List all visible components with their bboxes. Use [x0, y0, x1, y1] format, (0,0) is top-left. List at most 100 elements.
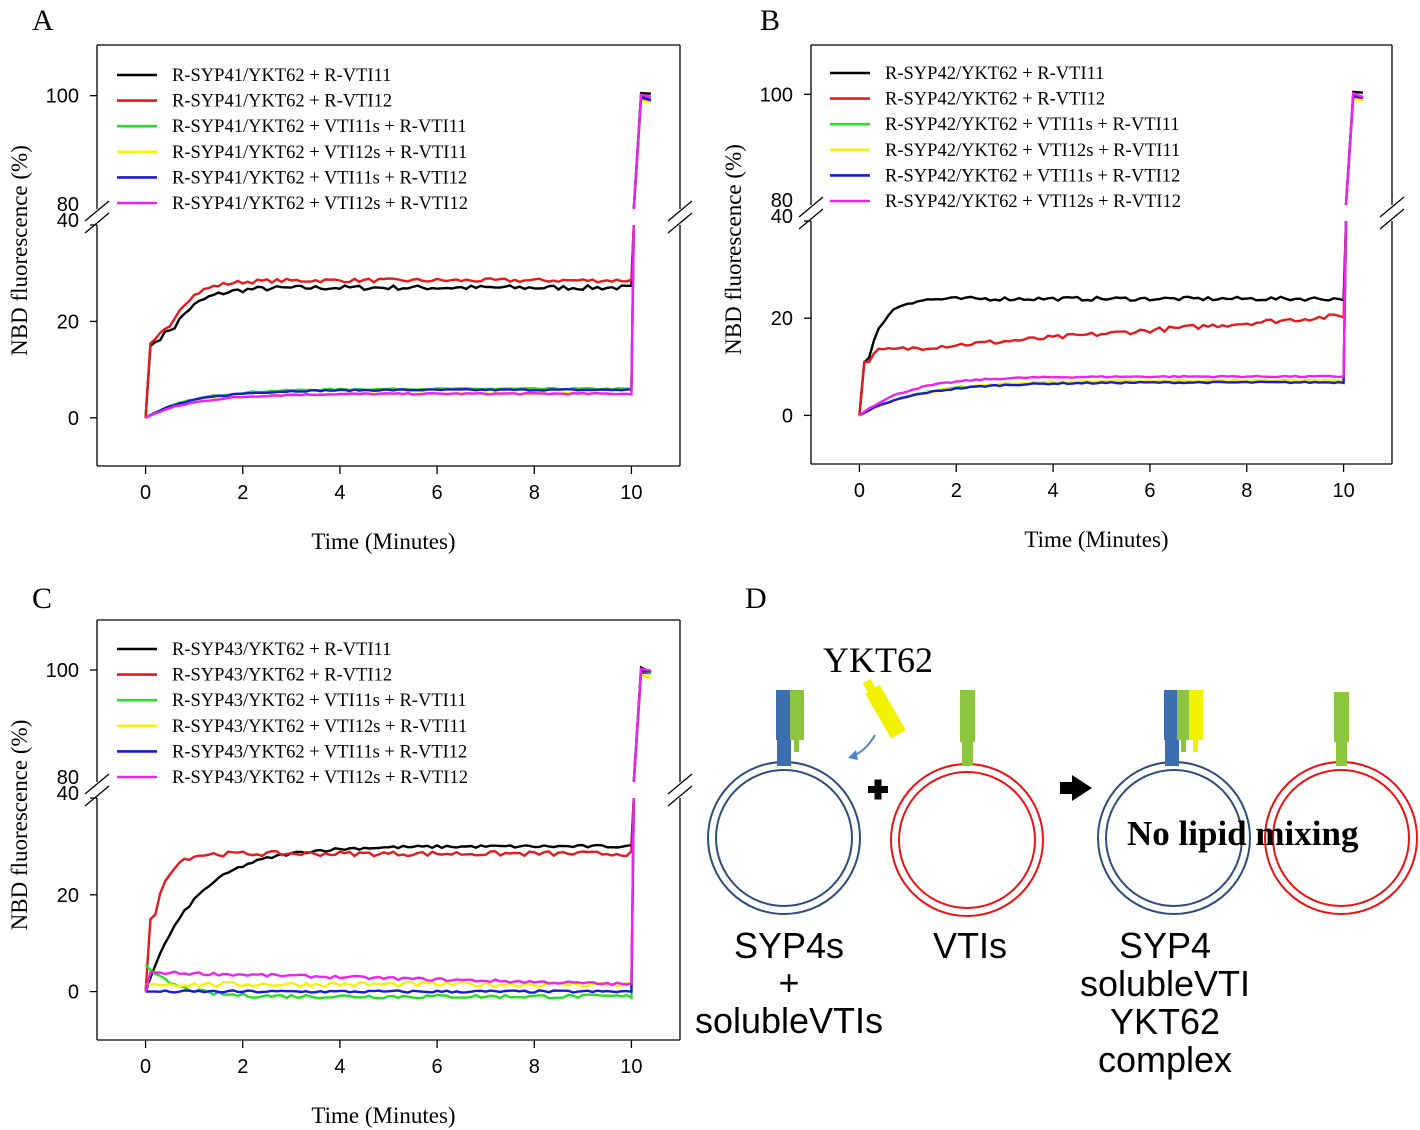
legend-label: R-SYP42/YKT62 + VTI11s + R-VTI11 — [885, 115, 1180, 135]
legend-label: R-SYP41/YKT62 + VTI11s + R-VTI12 — [172, 168, 467, 188]
legend-label: R-SYP41/YKT62 + VTI12s + R-VTI11 — [172, 143, 467, 163]
series-line — [858, 220, 1348, 416]
vti-protein — [960, 690, 975, 742]
caption-syp4s: SYP4s — [734, 925, 844, 966]
axis-break-mark — [667, 773, 693, 795]
vesicle-complex-inner — [1105, 769, 1243, 907]
series-line-upper — [1344, 91, 1364, 206]
y-tick-label: 40 — [57, 783, 79, 805]
caption-soluble-vti: solubleVTI — [1080, 963, 1250, 1004]
ykt62-label: YKT62 — [823, 640, 933, 680]
x-axis-label: Time (Minutes) — [1024, 527, 1168, 552]
caption-soluble-vtis: solubleVTIs — [695, 1000, 883, 1041]
y-tick-label: 0 — [68, 982, 79, 1004]
axis-break-mark — [84, 785, 110, 807]
axis-break-mark — [798, 208, 824, 230]
panel-label-c: C — [32, 582, 52, 615]
legend-label: R-SYP43/YKT62 + VTI12s + R-VTI11 — [172, 717, 467, 737]
arrow-right-icon — [1060, 775, 1092, 801]
y-tick-label: 20 — [771, 308, 793, 330]
vesicle-syp4 — [707, 761, 861, 915]
complex-vti — [1177, 690, 1189, 740]
x-tick-label: 10 — [620, 1056, 642, 1078]
series-line — [145, 224, 635, 419]
series-line — [145, 797, 635, 994]
x-tick-label: 8 — [529, 1056, 540, 1078]
series-line-upper — [632, 93, 652, 210]
x-tick-label: 10 — [1332, 480, 1354, 502]
x-tick-label: 6 — [1144, 480, 1155, 502]
complex-linker-1 — [1181, 738, 1186, 752]
complex-linker-2 — [1193, 738, 1198, 752]
legend-label: R-SYP41/YKT62 + R-VTI12 — [172, 92, 392, 112]
y-tick-label: 20 — [57, 311, 79, 333]
caption-syp4: SYP4 — [1119, 925, 1211, 966]
axis-break-mark — [1379, 208, 1405, 230]
soluble-vti-linker — [794, 738, 799, 752]
y-tick-label: 20 — [57, 885, 79, 907]
soluble-vti-protein — [790, 690, 804, 740]
y-tick-label: 80 — [771, 190, 793, 212]
y-tick-label: 100 — [46, 86, 79, 108]
y-tick-label: 100 — [46, 660, 79, 682]
caption-ykt62: YKT62 — [1110, 1001, 1220, 1042]
binding-arrowhead — [848, 750, 858, 760]
caption-plus: + — [778, 962, 799, 1003]
series-line — [145, 797, 635, 989]
x-tick-label: 2 — [237, 1056, 248, 1078]
legend-label: R-SYP42/YKT62 + VTI12s + R-VTI12 — [885, 192, 1181, 212]
y-tick-label: 0 — [68, 408, 79, 430]
legend-label: R-SYP43/YKT62 + VTI11s + R-VTI12 — [172, 742, 467, 762]
axis-break-mark — [667, 785, 693, 807]
vti-tm-domain — [962, 740, 973, 766]
panel-label-a: A — [32, 4, 54, 37]
x-tick-label: 0 — [140, 482, 151, 504]
x-tick-label: 4 — [1048, 480, 1059, 502]
x-tick-label: 6 — [432, 1056, 443, 1078]
vesicle-vti-inner — [898, 771, 1036, 909]
panel-label-b: B — [760, 4, 780, 37]
series-line — [144, 224, 635, 418]
vesicle-vti-2-inner — [1272, 769, 1410, 907]
legend-label: R-SYP41/YKT62 + R-VTI11 — [172, 66, 391, 86]
no-lipid-mixing-text: No lipid mixing — [1127, 814, 1359, 853]
plus-icon — [868, 779, 888, 800]
y-tick-label: 100 — [760, 84, 793, 106]
y-tick-label: 80 — [57, 767, 79, 789]
axis-break-mark — [84, 200, 110, 222]
axis-break-mark — [84, 212, 110, 234]
series-line — [858, 220, 1348, 417]
series-line — [144, 224, 635, 418]
complex-syp4 — [1164, 690, 1177, 740]
caption-complex: complex — [1098, 1039, 1232, 1080]
legend-label: R-SYP42/YKT62 + VTI12s + R-VTI11 — [885, 141, 1180, 161]
series-line — [144, 797, 635, 1000]
y-tick-label: 40 — [771, 206, 793, 228]
y-tick-label: 40 — [57, 210, 79, 232]
vesicle-vti — [890, 763, 1044, 917]
series-line — [144, 797, 635, 992]
panel-label-d: D — [745, 582, 767, 615]
series-line — [145, 224, 635, 419]
series-line — [858, 220, 1348, 417]
x-tick-label: 2 — [951, 480, 962, 502]
axis-break-mark — [667, 200, 693, 222]
legend-label: R-SYP43/YKT62 + R-VTI12 — [172, 666, 392, 686]
x-tick-label: 0 — [140, 1056, 151, 1078]
axis-break-mark — [84, 773, 110, 795]
legend-label: R-SYP42/YKT62 + R-VTI12 — [885, 90, 1105, 110]
caption-vtis: VTIs — [933, 925, 1007, 966]
x-tick-label: 2 — [237, 482, 248, 504]
syp4-tm-domain — [777, 738, 791, 766]
series-line — [144, 797, 635, 992]
x-tick-label: 8 — [529, 482, 540, 504]
series-line — [144, 797, 635, 992]
legend-label: R-SYP43/YKT62 + VTI11s + R-VTI11 — [172, 691, 467, 711]
vesicle-syp4-inner — [715, 769, 853, 907]
y-axis-label: NBD fluorescence (%) — [721, 144, 746, 355]
y-tick-label: 0 — [782, 405, 793, 427]
series-line-upper — [632, 667, 652, 783]
